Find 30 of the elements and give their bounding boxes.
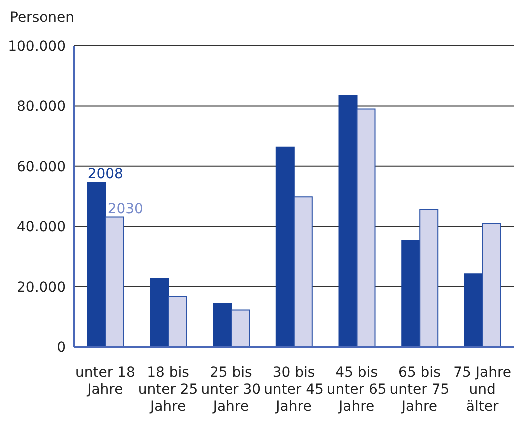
bar xyxy=(338,95,358,347)
series-label: 2008 xyxy=(88,166,124,183)
x-tick-label: 75 Jahre und älter xyxy=(454,365,512,415)
bar xyxy=(420,210,439,347)
y-tick-label: 40.000 xyxy=(17,220,66,236)
bar xyxy=(87,182,106,347)
bar xyxy=(464,274,484,347)
bar xyxy=(213,303,232,347)
y-tick-label: 20.000 xyxy=(17,280,66,296)
y-axis-title: Personen xyxy=(10,10,75,26)
bar xyxy=(276,146,295,347)
x-tick-label: 25 bis unter 30 Jahre xyxy=(201,365,262,415)
series-label: 2030 xyxy=(108,201,144,218)
bar xyxy=(150,278,170,347)
x-tick-label: 30 bis unter 45 Jahre xyxy=(264,365,324,415)
bar xyxy=(168,296,188,347)
bar xyxy=(482,223,502,347)
bar xyxy=(356,108,376,347)
bar xyxy=(231,310,250,347)
y-tick-label: 100.000 xyxy=(8,38,66,55)
y-tick-label: 0 xyxy=(57,340,66,356)
x-tick-label: 65 bis unter 75 Jahre xyxy=(390,365,450,415)
x-tick-label: 45 bis unter 65 Jahre xyxy=(326,365,387,415)
bar xyxy=(402,240,421,347)
bar xyxy=(294,196,313,347)
y-tick-label: 60.000 xyxy=(17,159,66,176)
x-tick-label: unter 18 Jahre xyxy=(75,365,136,398)
y-tick-label: 80.000 xyxy=(17,99,66,116)
bar xyxy=(105,216,124,347)
x-tick-label: 18 bis unter 25 Jahre xyxy=(138,365,198,415)
